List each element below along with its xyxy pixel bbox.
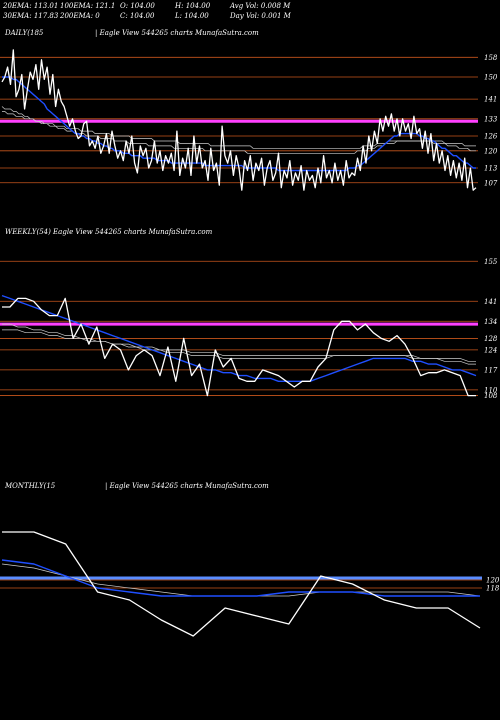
stat-ema200: 200EMA: 0 bbox=[60, 12, 100, 20]
daily-panel-title: DAILY(185 bbox=[5, 29, 44, 37]
daily-tick-label: 113 bbox=[484, 165, 498, 173]
stat-close: C: 104.00 bbox=[120, 12, 155, 20]
weekly-tick-label: 128 bbox=[484, 335, 498, 343]
stat-ema30: 30EMA: 117.83 bbox=[3, 12, 59, 20]
daily-tick-label: 158 bbox=[484, 54, 498, 62]
weekly-tick-label: 108 bbox=[484, 392, 498, 400]
monthly-panel-subtitle: | Eagle View 544265 charts MunafaSutra.c… bbox=[105, 482, 269, 490]
weekly-panel-title: WEEKLY(54) Eagle View 544265 charts Muna… bbox=[5, 228, 213, 236]
weekly-tick-label: 155 bbox=[484, 258, 498, 266]
daily-tick-label: 150 bbox=[484, 73, 498, 81]
daily-chart: 158 150 141 133 126 120 113 107 bbox=[0, 49, 498, 191]
stat-high: H: 104.00 bbox=[175, 2, 211, 10]
weekly-tick-label: 134 bbox=[484, 318, 497, 326]
monthly-tick-label: 118 bbox=[486, 585, 500, 593]
daily-tick-label: 107 bbox=[484, 179, 498, 187]
stat-dayvol: Day Vol: 0.001 M bbox=[230, 12, 291, 20]
weekly-ema-slow-line bbox=[2, 323, 476, 365]
weekly-tick-label: 110 bbox=[484, 386, 498, 394]
monthly-ema-fast-line bbox=[1, 559, 480, 597]
daily-tick-label: 141 bbox=[484, 96, 497, 104]
stat-ema20: 20EMA: 113.01 bbox=[3, 2, 59, 10]
monthly-price-line bbox=[2, 531, 481, 637]
weekly-tick-label: 124 bbox=[484, 346, 497, 354]
stat-ema100: 100EMA: 121.1 bbox=[60, 2, 116, 10]
weekly-tick-label: 141 bbox=[484, 298, 497, 306]
weekly-tick-label: 117 bbox=[484, 366, 498, 374]
daily-tick-label: 133 bbox=[484, 115, 498, 123]
daily-tick-label: 126 bbox=[484, 133, 498, 141]
monthly-panel-title: MONTHLY(15 bbox=[5, 482, 56, 490]
weekly-price-line bbox=[2, 297, 476, 397]
daily-tick-label: 120 bbox=[484, 147, 498, 155]
stat-avgvol: Avg Vol: 0.008 M bbox=[230, 2, 291, 10]
daily-price-line bbox=[1, 49, 477, 191]
weekly-ema-long-line bbox=[2, 329, 476, 362]
stat-open: O: 104.00 bbox=[120, 2, 155, 10]
monthly-tick-label: 120 bbox=[486, 577, 500, 585]
stat-low: L: 104.00 bbox=[175, 12, 209, 20]
daily-panel-subtitle: | Eagle View 544265 charts MunafaSutra.c… bbox=[95, 29, 259, 37]
